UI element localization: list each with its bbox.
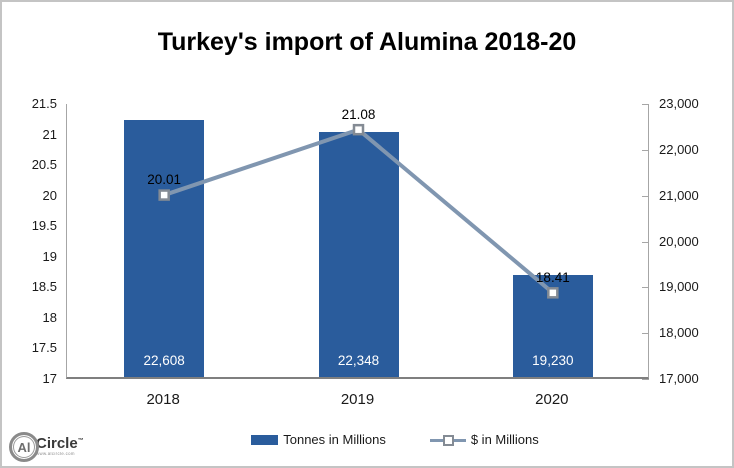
left-axis-tick-label: 18 bbox=[42, 309, 57, 325]
right-axis-tick-mark bbox=[642, 195, 649, 197]
left-axis-tick-label: 18.5 bbox=[31, 279, 57, 295]
right-axis-tick-label: 22,000 bbox=[659, 141, 699, 157]
right-axis-tick-label: 17,000 bbox=[659, 371, 699, 386]
trademark-symbol: ™ bbox=[77, 438, 84, 444]
line-value-label: 21.08 bbox=[341, 106, 376, 122]
right-axis-tick-label: 23,000 bbox=[659, 96, 699, 111]
left-axis-tick-label: 19.5 bbox=[31, 218, 57, 234]
alcircle-monogram-icon: Al bbox=[9, 432, 39, 462]
bar-swatch-icon bbox=[251, 434, 279, 445]
x-axis-label-2018: 2018 bbox=[146, 391, 180, 408]
left-axis-tick-label: 17.5 bbox=[31, 340, 57, 356]
right-axis-tick-mark bbox=[642, 241, 649, 243]
line-value-label: 20.01 bbox=[147, 172, 182, 188]
right-axis-tick-label: 19,000 bbox=[659, 279, 699, 295]
right-axis-tick-label: 18,000 bbox=[659, 325, 699, 341]
logo-monogram-text: Al bbox=[17, 439, 31, 455]
x-axis-label-2020: 2020 bbox=[535, 391, 569, 408]
legend: Tonnes in Millions $ in Millions bbox=[2, 432, 732, 447]
left-axis-tick-label: 20.5 bbox=[31, 157, 57, 173]
line-swatch-marker bbox=[442, 434, 454, 446]
logo-wordmark: Circle™ www.alcircle.com bbox=[36, 436, 90, 458]
left-axis-tick-label: 20 bbox=[42, 187, 57, 203]
line-value-label: 18.41 bbox=[535, 269, 570, 285]
right-axis-tick-label: 20,000 bbox=[659, 233, 699, 249]
right-axis-tick-mark bbox=[642, 104, 649, 105]
line-series-layer bbox=[158, 123, 559, 299]
left-axis-tick-label: 17 bbox=[42, 371, 57, 386]
legend-item-dollars: $ in Millions bbox=[429, 432, 539, 447]
bar-2019: 22,348 bbox=[318, 131, 399, 377]
x-axis-label-2019: 2019 bbox=[340, 391, 375, 408]
line-marker-swatch-icon bbox=[429, 434, 466, 446]
right-axis-tick-label: 21,000 bbox=[659, 187, 699, 203]
left-axis-tick-label: 19 bbox=[42, 248, 57, 264]
right-axis-tick-mark bbox=[642, 379, 649, 380]
logo-url: www.alcircle.com bbox=[36, 452, 75, 457]
legend-item-tonnes: Tonnes in Millions bbox=[251, 432, 386, 447]
right-axis-tick-mark bbox=[642, 149, 649, 151]
legend-label-dollars: $ in Millions bbox=[470, 432, 539, 447]
bar-2018: 22,608 bbox=[124, 119, 205, 377]
plot-area: 22,608 22,348 19,230 20.01 21.08 18.41 bbox=[66, 104, 649, 379]
chart-title: Turkey's import of Alumina 2018-20 bbox=[157, 28, 577, 56]
left-axis-tick-label: 21.5 bbox=[31, 96, 57, 111]
alcircle-logo: Al Circle™ www.alcircle.com bbox=[9, 432, 90, 462]
line-marker-2020 bbox=[547, 287, 559, 299]
line-marker-2018 bbox=[158, 189, 170, 201]
logo-name: Circle™ bbox=[36, 435, 84, 452]
line-marker-2019 bbox=[352, 123, 365, 136]
bar-value-label: 22,348 bbox=[337, 353, 380, 368]
bar-value-label: 22,608 bbox=[143, 353, 185, 368]
legend-label-tonnes: Tonnes in Millions bbox=[283, 432, 386, 447]
bar-value-label: 19,230 bbox=[532, 353, 574, 368]
line-path bbox=[163, 127, 555, 295]
left-axis-tick-label: 21 bbox=[42, 126, 57, 142]
right-axis-tick-mark bbox=[642, 333, 649, 335]
right-axis-tick-mark bbox=[642, 287, 649, 289]
